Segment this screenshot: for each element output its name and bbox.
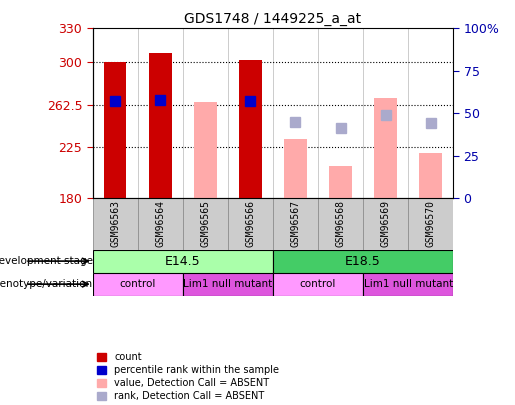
Bar (149, 53, 171, 198)
Text: Lim1 null mutant: Lim1 null mutant (183, 279, 272, 289)
Text: GSM96566: GSM96566 (246, 200, 255, 247)
Bar (194, 102, 217, 198)
Text: GSM96570: GSM96570 (426, 200, 436, 247)
Text: E14.5: E14.5 (165, 255, 201, 268)
Bar (228, 198, 273, 249)
Bar (93, 249, 273, 273)
Bar (138, 198, 183, 249)
Text: E18.5: E18.5 (345, 255, 381, 268)
Bar (93, 198, 138, 249)
Text: control: control (119, 279, 156, 289)
Bar (183, 198, 228, 249)
Text: development stage: development stage (0, 256, 93, 266)
Bar (374, 98, 397, 198)
Bar (273, 249, 453, 273)
Bar (273, 198, 318, 249)
Text: GSM96563: GSM96563 (110, 200, 120, 247)
Bar (183, 273, 273, 296)
Text: control: control (300, 279, 336, 289)
Text: GSM96568: GSM96568 (336, 200, 346, 247)
Legend: count, percentile rank within the sample, value, Detection Call = ABSENT, rank, : count, percentile rank within the sample… (93, 348, 283, 405)
Text: GSM96564: GSM96564 (156, 200, 165, 247)
Text: Lim1 null mutant: Lim1 null mutant (364, 279, 453, 289)
Text: GSM96569: GSM96569 (381, 200, 390, 247)
Bar (363, 273, 453, 296)
Text: GSM96565: GSM96565 (200, 200, 210, 247)
Bar (329, 166, 352, 198)
Title: GDS1748 / 1449225_a_at: GDS1748 / 1449225_a_at (184, 12, 362, 26)
Bar (318, 198, 363, 249)
Text: genotype/variation: genotype/variation (0, 279, 93, 289)
Text: GSM96567: GSM96567 (290, 200, 300, 247)
Bar (273, 273, 363, 296)
Bar (363, 198, 408, 249)
Bar (408, 198, 453, 249)
Bar (93, 273, 183, 296)
Bar (419, 153, 442, 198)
Bar (104, 62, 127, 198)
Bar (284, 139, 307, 198)
Bar (239, 60, 262, 198)
